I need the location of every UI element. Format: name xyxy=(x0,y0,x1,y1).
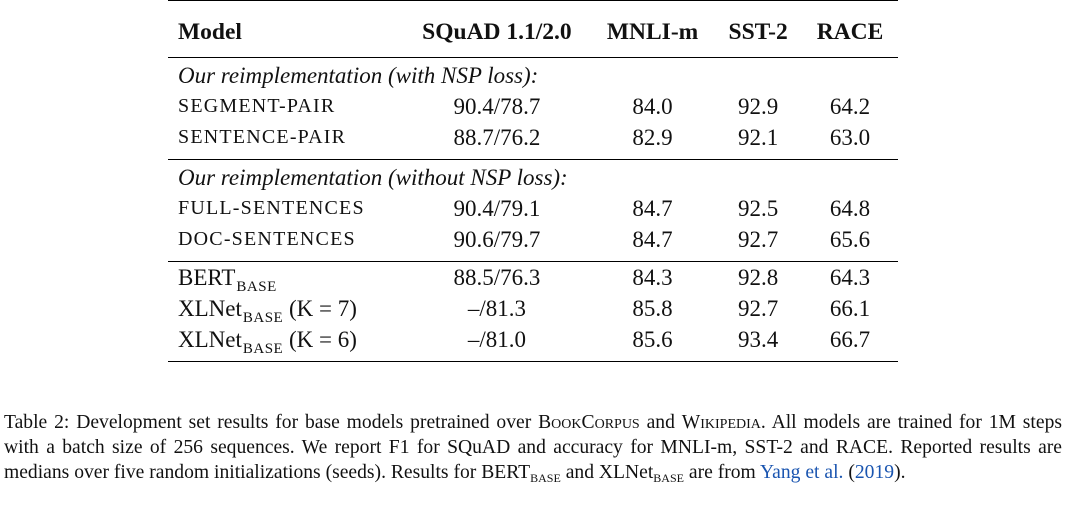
group-header: Our reimplementation (without NSP loss): xyxy=(168,159,898,193)
cell-sst2: 92.5 xyxy=(738,195,779,221)
table-row: SEGMENT-PAIR 90.4/78.7 84.0 92.9 64.2 xyxy=(168,91,898,122)
header-model: Model xyxy=(168,0,403,58)
model-suffix: (K = 6) xyxy=(283,326,357,352)
model-subscript: BASE xyxy=(242,309,284,326)
table-caption: Table 2: Development set results for bas… xyxy=(4,411,1062,486)
cell-squad: 90.4/79.1 xyxy=(453,195,541,221)
cell-race: 66.1 xyxy=(829,295,871,321)
cell-squad: 90.4/78.7 xyxy=(453,93,541,119)
row-model: XLNetBASE (K = 7) xyxy=(168,293,403,326)
row-model: DOC-SENTENCES xyxy=(178,228,356,250)
group-label-without-nsp: Our reimplementation (without NSP loss): xyxy=(168,159,898,193)
row-model: SENTENCE-PAIR xyxy=(178,126,347,148)
table-row: DOC-SENTENCES 90.6/79.7 84.7 92.7 65.6 xyxy=(168,224,898,262)
cell-mnli: 84.0 xyxy=(632,93,673,119)
cell-race: 64.8 xyxy=(829,195,871,221)
cell-race: 64.3 xyxy=(802,261,898,293)
cell-sst2: 92.8 xyxy=(714,261,803,293)
caption-text: and xyxy=(639,412,682,433)
cell-race: 66.7 xyxy=(802,324,898,362)
row-model: BERTBASE xyxy=(168,261,403,295)
caption-subscript: BASE xyxy=(530,470,561,485)
header-row: Model SQuAD 1.1/2.0 MNLI-m SST-2 RACE xyxy=(168,0,898,58)
model-subscript: BASE xyxy=(236,278,277,295)
cell-sst2: 92.1 xyxy=(738,124,779,150)
group-header: Our reimplementation (with NSP loss): xyxy=(168,57,898,91)
caption-text: ). xyxy=(894,461,906,483)
cell-sst2: 92.9 xyxy=(738,93,779,119)
cell-mnli: 84.3 xyxy=(590,261,715,293)
group-label-with-nsp: Our reimplementation (with NSP loss): xyxy=(168,57,898,91)
table-row: SENTENCE-PAIR 88.7/76.2 82.9 92.1 63.0 xyxy=(168,122,898,160)
table-row: BERTBASE 88.5/76.3 84.3 92.8 64.3 xyxy=(168,261,898,295)
cell-squad: –/81.0 xyxy=(403,324,591,362)
model-name: XLNet xyxy=(178,295,242,321)
cell-mnli: 82.9 xyxy=(632,124,673,150)
cell-squad: 88.7/76.2 xyxy=(453,124,541,150)
citation-link-authors[interactable]: Yang et al. xyxy=(759,461,844,483)
cell-sst2: 93.4 xyxy=(714,324,803,362)
caption-wikipedia: Wikipedia xyxy=(681,412,761,433)
cell-mnli: 84.7 xyxy=(632,226,673,252)
model-suffix: (K = 7) xyxy=(283,295,357,321)
header-race: RACE xyxy=(802,0,898,58)
table-row: FULL-SENTENCES 90.4/79.1 84.7 92.5 64.8 xyxy=(168,193,898,224)
cell-mnli: 85.6 xyxy=(590,324,715,362)
caption-text: and XLNet xyxy=(560,461,654,483)
caption-text: are from xyxy=(683,461,760,483)
cell-sst2: 92.7 xyxy=(738,295,779,321)
citation-link-year[interactable]: 2019 xyxy=(854,461,895,483)
cell-mnli: 84.7 xyxy=(632,195,673,221)
cell-squad: –/81.3 xyxy=(467,295,526,321)
cell-sst2: 92.7 xyxy=(738,226,779,252)
row-model: XLNetBASE (K = 6) xyxy=(168,324,403,362)
caption-text: . All models are trained for 1M steps wi… xyxy=(4,412,1062,483)
caption-subscript: BASE xyxy=(653,470,684,485)
caption-text: ( xyxy=(843,461,855,483)
row-model: SEGMENT-PAIR xyxy=(178,95,336,117)
results-table: Model SQuAD 1.1/2.0 MNLI-m SST-2 RACE Ou… xyxy=(168,0,898,362)
table-row: XLNetBASE (K = 6) –/81.0 85.6 93.4 66.7 xyxy=(168,324,898,362)
row-model: FULL-SENTENCES xyxy=(178,197,365,219)
table-row: XLNetBASE (K = 7) –/81.3 85.8 92.7 66.1 xyxy=(168,293,898,326)
header-squad: SQuAD 1.1/2.0 xyxy=(403,0,591,58)
cell-race: 65.6 xyxy=(829,226,871,252)
model-name: XLNet xyxy=(178,326,242,352)
caption-text: Table 2: Development set results for bas… xyxy=(4,412,539,433)
model-name: BERT xyxy=(178,264,236,290)
cell-squad: 90.6/79.7 xyxy=(453,226,541,252)
cell-mnli: 85.8 xyxy=(632,295,673,321)
header-mnli: MNLI-m xyxy=(590,0,715,58)
header-sst2: SST-2 xyxy=(714,0,803,58)
cell-race: 64.2 xyxy=(829,93,871,119)
cell-squad: 88.5/76.3 xyxy=(403,261,591,293)
model-subscript: BASE xyxy=(242,340,284,357)
cell-race: 63.0 xyxy=(829,124,871,150)
caption-bookcorpus: BookCorpus xyxy=(538,412,640,433)
